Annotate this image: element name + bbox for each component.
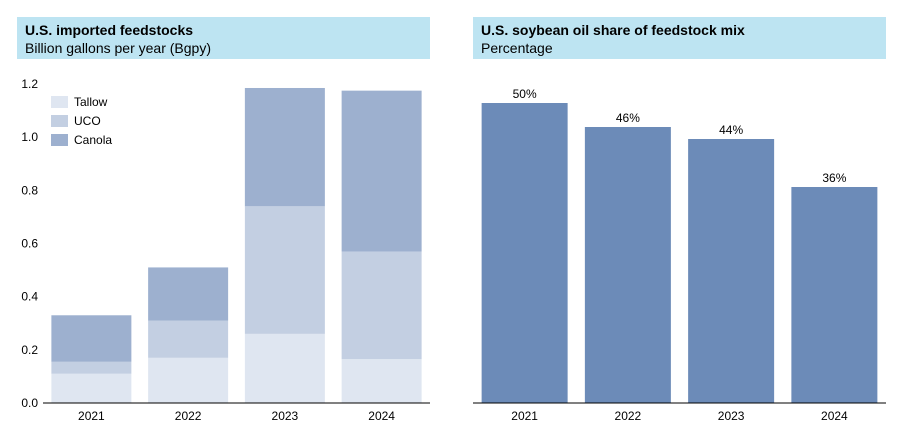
- left-chart-title: U.S. imported feedstocks: [25, 22, 194, 38]
- x-tick-label: 2022: [175, 409, 202, 423]
- y-tick-label: 1.0: [21, 130, 38, 144]
- left-chart-subtitle: Billion gallons per year (Bgpy): [25, 40, 211, 56]
- x-tick-label: 2022: [615, 409, 642, 423]
- x-tick-label: 2024: [821, 409, 848, 423]
- data-label: 46%: [616, 111, 640, 125]
- left-chart-header: U.S. imported feedstocks Billion gallons…: [17, 17, 430, 59]
- bar-segment-canola: [51, 315, 132, 362]
- data-label: 36%: [822, 171, 846, 185]
- right-chart-subtitle: Percentage: [481, 40, 553, 56]
- x-tick-label: 2024: [368, 409, 395, 423]
- legend-swatch-uco: [51, 115, 68, 127]
- y-tick-label: 0.2: [21, 343, 38, 357]
- bar: [584, 127, 671, 403]
- right-chart-header: U.S. soybean oil share of feedstock mix …: [473, 17, 886, 59]
- bar-segment-tallow: [244, 333, 325, 403]
- bar-segment-uco: [148, 320, 229, 358]
- bar-segment-canola: [244, 87, 325, 207]
- bar-segment-tallow: [341, 359, 422, 403]
- y-tick-label: 0.4: [21, 290, 38, 304]
- legend-label-canola: Canola: [74, 133, 112, 147]
- y-tick-label: 1.2: [21, 77, 38, 91]
- bar-segment-canola: [341, 90, 422, 252]
- bar: [791, 187, 878, 403]
- x-tick-label: 2021: [78, 409, 105, 423]
- y-tick-label: 0.6: [21, 237, 38, 251]
- bar-segment-tallow: [51, 373, 132, 403]
- y-tick-label: 0.8: [21, 183, 38, 197]
- legend-label-uco: UCO: [74, 114, 101, 128]
- x-tick-label: 2021: [511, 409, 538, 423]
- legend-swatch-canola: [51, 134, 68, 146]
- x-tick-label: 2023: [718, 409, 745, 423]
- y-tick-label: 0.0: [21, 396, 38, 410]
- bar-segment-uco: [341, 251, 422, 360]
- soybean-share-chart: 50% 2021 46% 2022 44% 2023 36% 2024: [473, 87, 886, 423]
- legend-label-tallow: Tallow: [74, 95, 108, 109]
- x-tick-label: 2023: [272, 409, 299, 423]
- imported-feedstocks-chart: 0.0 0.2 0.4 0.6 0.8 1.0 1.2 2021 2022 2023 2024 Tal…: [21, 77, 430, 423]
- legend-swatch-tallow: [51, 96, 68, 108]
- bar-segment-canola: [148, 267, 229, 321]
- bar-segment-uco: [51, 361, 132, 374]
- data-label: 44%: [719, 123, 743, 137]
- bar-segment-uco: [244, 206, 325, 334]
- right-chart-title: U.S. soybean oil share of feedstock mix: [481, 22, 745, 38]
- bar-segment-tallow: [148, 357, 229, 403]
- data-label: 50%: [513, 87, 537, 101]
- bar: [688, 139, 775, 403]
- bar: [481, 103, 568, 403]
